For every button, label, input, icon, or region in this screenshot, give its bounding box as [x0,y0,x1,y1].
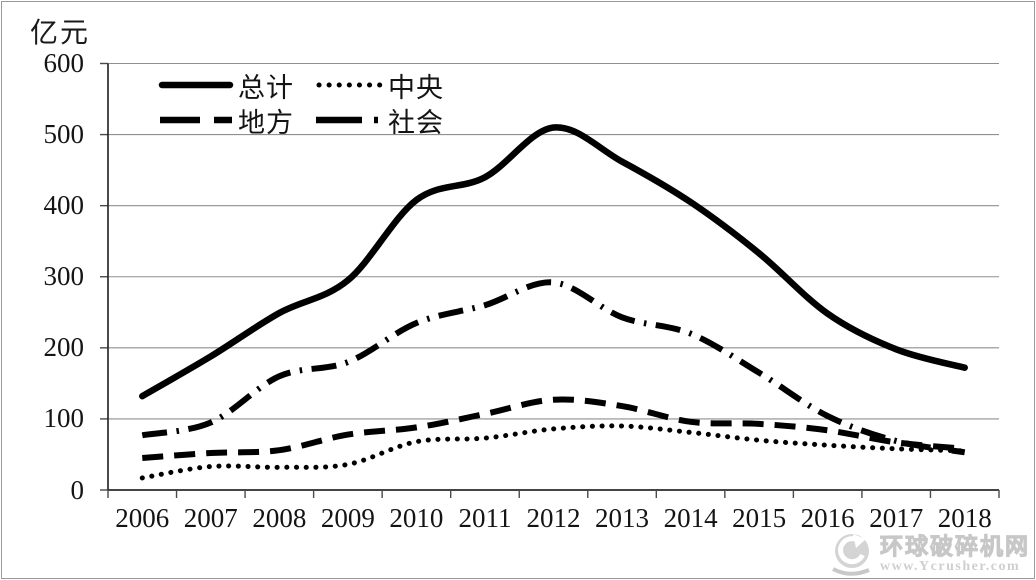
dashdot-line-swatch-icon [316,116,382,124]
series-line-local [142,396,965,462]
x-tick-label: 2010 [389,503,444,533]
series-line-social [141,279,966,456]
x-tick-label: 2009 [320,503,375,533]
x-tick-label: 2013 [595,503,650,533]
x-tick-label: 2015 [732,503,787,533]
legend-item-central: 中央 [314,70,444,103]
x-tick-label: 2007 [183,503,238,533]
x-tick-label: 2017 [869,503,924,533]
solid-line-swatch-icon [158,81,234,89]
legend-label-central: 中央 [388,72,444,103]
legend-item-social: 社会 [314,105,444,138]
y-tick-label: 0 [70,474,85,505]
series-line-central [139,423,968,481]
y-tick-label: 400 [43,190,85,221]
legend-label-total: 总计 [238,72,294,103]
y-tick-label: 600 [43,48,85,78]
x-tick-label: 2008 [252,503,307,533]
x-tick-label: 2012 [526,503,581,533]
y-tick-label: 100 [43,403,85,434]
series-line-total [139,124,968,400]
dotted-line-swatch-icon [316,82,383,88]
x-tick-label: 2016 [800,503,855,533]
legend-label-local: 地方 [238,107,294,138]
legend-label-social: 社会 [388,107,444,138]
x-tick-label: 2011 [458,503,512,533]
y-tick-label: 200 [43,332,85,363]
x-tick-label: 2006 [115,503,170,533]
x-tick-label: 2014 [663,503,718,533]
legend-item-local: 地方 [158,105,294,138]
y-tick-label: 300 [43,261,85,292]
y-tick-label: 500 [43,119,85,150]
x-tick-label: 2018 [937,503,992,533]
y-axis-title: 亿元 [30,18,91,49]
dashed-line-swatch-icon [160,116,232,124]
legend-item-total: 总计 [158,70,294,103]
